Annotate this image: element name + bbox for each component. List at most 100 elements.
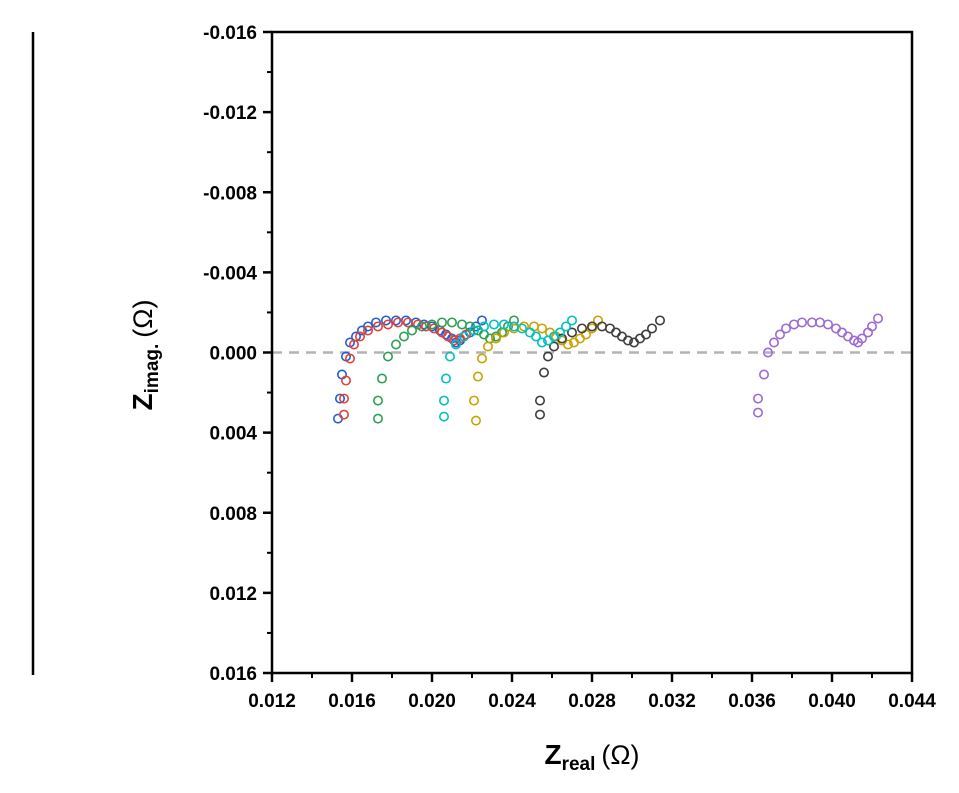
data-point (622, 335, 633, 346)
data-point (348, 339, 359, 350)
data-point (654, 315, 665, 326)
data-point (444, 351, 455, 362)
y-axis-title-unit: (Ω) (128, 300, 158, 338)
data-point (542, 351, 553, 362)
x-axis-title-main: Z (544, 739, 561, 770)
data-point (438, 395, 449, 406)
data-point (830, 323, 841, 334)
data-point (562, 339, 573, 350)
data-point (476, 315, 487, 326)
data-point (478, 321, 489, 332)
data-point (538, 367, 549, 378)
data-point (640, 329, 651, 340)
data-point (334, 393, 345, 404)
data-point (468, 325, 479, 336)
data-point (498, 319, 509, 330)
data-point (392, 317, 403, 328)
y-axis-title-sub: imag. (142, 344, 163, 394)
data-point (416, 321, 427, 332)
data-point (536, 337, 547, 348)
data-point (410, 317, 421, 328)
data-point (752, 393, 763, 404)
data-point (534, 409, 545, 420)
x-axis-ticks: 0.012 0.016 0.020 0.024 0.028 0.032 0.036 0.040… (248, 673, 936, 712)
y-tick-label: 0.004 (209, 424, 257, 445)
x-tick-label: 0.040 (808, 691, 856, 712)
data-point (376, 373, 387, 384)
data-point (478, 329, 489, 340)
data-point (490, 333, 501, 344)
x-tick-label: 0.028 (568, 691, 616, 712)
data-point (472, 371, 483, 382)
data-point (758, 369, 769, 380)
data-point (836, 327, 847, 338)
x-tick-label: 0.024 (488, 691, 536, 712)
data-point (814, 317, 825, 328)
data-point (566, 315, 577, 326)
x-axis-title-unit: (Ω) (601, 740, 639, 770)
y-tick-label: 0.008 (209, 504, 257, 525)
data-point (780, 323, 791, 334)
data-point (762, 347, 773, 358)
data-point (560, 321, 571, 332)
data-point (338, 393, 349, 404)
data-point (646, 323, 657, 334)
plot-frame (270, 30, 914, 675)
data-point (476, 353, 487, 364)
data-point (856, 333, 867, 344)
data-point (344, 353, 355, 364)
data-point (372, 395, 383, 406)
data-point (616, 331, 627, 342)
data-point (468, 395, 479, 406)
data-point (482, 341, 493, 352)
data-point (524, 327, 535, 338)
data-point (518, 321, 529, 332)
y-axis-ticks: -0.016 -0.012 -0.008 -0.004 0.000 0.004 0.008 0… (203, 23, 272, 685)
y-tick-label: -0.012 (203, 103, 257, 124)
data-point (530, 331, 541, 342)
data-point (788, 319, 799, 330)
data-point (548, 341, 559, 352)
data-point (862, 327, 873, 338)
data-point (382, 351, 393, 362)
data-point (528, 321, 539, 332)
x-axis-title: Zreal (Ω) (544, 739, 639, 775)
x-tick-label: 0.012 (248, 691, 296, 712)
data-point (796, 317, 807, 328)
x-tick-label: 0.032 (648, 691, 696, 712)
data-point (516, 323, 527, 334)
y-axis-title-main: Z (127, 393, 158, 410)
data-point (566, 327, 577, 338)
data-point (576, 323, 587, 334)
series-5 (534, 315, 665, 420)
data-point (774, 329, 785, 340)
data-point (382, 319, 393, 330)
data-point (768, 337, 779, 348)
data-point (402, 317, 413, 328)
data-point (362, 325, 373, 336)
x-tick-label: 0.020 (408, 691, 456, 712)
data-point (822, 319, 833, 330)
data-point (634, 333, 645, 344)
data-point (596, 321, 607, 332)
data-point (752, 407, 763, 418)
data-point (604, 323, 615, 334)
data-point (534, 395, 545, 406)
x-axis-title-sub: real (562, 754, 596, 775)
data-point (470, 415, 481, 426)
data-point (336, 369, 347, 380)
data-point (390, 315, 401, 326)
data-point (842, 331, 853, 342)
data-point (426, 319, 437, 330)
data-point (806, 317, 817, 328)
y-tick-label: -0.008 (203, 183, 257, 204)
data-point (610, 327, 621, 338)
data-point (450, 339, 461, 350)
series-6 (438, 315, 577, 422)
y-axis-title: Zimag. (Ω) (127, 300, 163, 411)
data-point (586, 321, 597, 332)
data-point (436, 317, 447, 328)
data-point (536, 323, 547, 334)
data-point (440, 373, 451, 384)
